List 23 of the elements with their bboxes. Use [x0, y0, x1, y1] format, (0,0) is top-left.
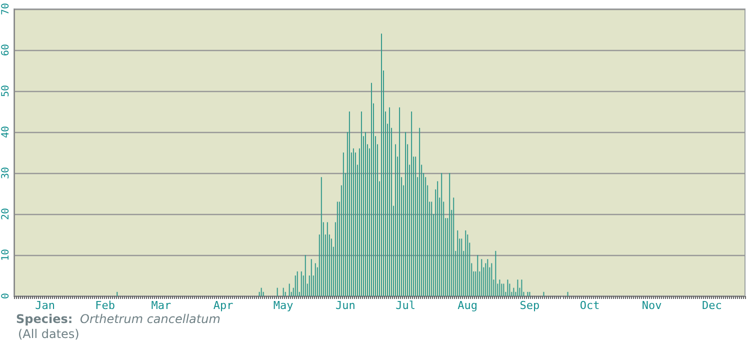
- y-tick-label: 70: [0, 2, 12, 16]
- x-tick-label: Oct: [580, 299, 600, 312]
- x-tick-label: Dec: [702, 299, 722, 312]
- text: Orthetrum cancellatum: [80, 312, 220, 326]
- x-tick-label: May: [273, 299, 294, 312]
- x-tick-label: Aug: [458, 299, 478, 312]
- y-tick-label: 60: [0, 44, 12, 56]
- x-tick-label: Jul: [396, 299, 416, 312]
- y-tick-label: 0: [0, 292, 12, 300]
- y-tick-label: 50: [0, 84, 12, 98]
- x-tick-label: Apr: [213, 299, 234, 312]
- x-tick-label: Mar: [151, 299, 172, 312]
- y-tick-label: 40: [0, 126, 12, 138]
- y-tick-label: 30: [0, 166, 12, 180]
- x-tick-label: Jan: [35, 299, 55, 312]
- x-tick-label: Sep: [520, 299, 540, 312]
- x-tick-label: Feb: [95, 299, 116, 312]
- text: Species:: [16, 312, 73, 326]
- y-tick-label: 10: [0, 248, 12, 262]
- text: (All dates): [18, 327, 80, 341]
- x-tick-label: Jun: [336, 299, 356, 312]
- x-tick-label: Nov: [642, 299, 662, 312]
- y-tick-label: 20: [0, 208, 12, 220]
